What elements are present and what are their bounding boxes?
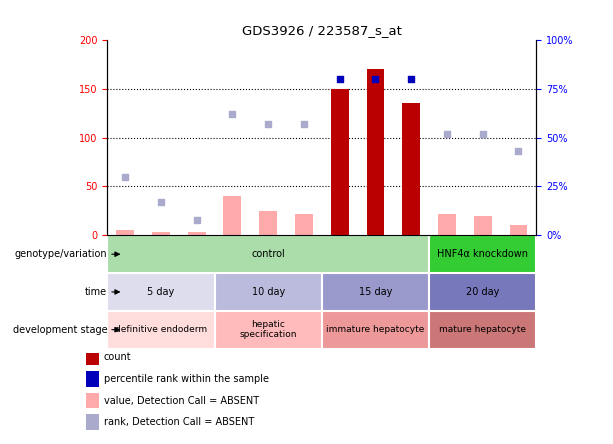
Point	[156, 198, 166, 206]
Text: percentile rank within the sample: percentile rank within the sample	[104, 374, 268, 384]
Bar	[331, 89, 349, 235]
Bar	[322, 273, 429, 311]
Bar	[86, 393, 99, 408]
Text: 20 day: 20 day	[466, 287, 500, 297]
Point	[406, 75, 416, 83]
Point	[227, 111, 237, 118]
Bar	[86, 414, 99, 430]
Text: value, Detection Call = ABSENT: value, Detection Call = ABSENT	[104, 396, 259, 406]
Text: genotype/variation: genotype/variation	[15, 249, 107, 259]
Text: 15 day: 15 day	[359, 287, 392, 297]
Point	[370, 75, 380, 83]
Text: hepatic
specification: hepatic specification	[240, 320, 297, 339]
Point	[120, 173, 130, 180]
Point	[264, 120, 273, 127]
Text: control: control	[251, 249, 285, 259]
Point	[442, 130, 452, 137]
Point	[335, 75, 345, 83]
Bar	[107, 273, 215, 311]
Bar	[429, 311, 536, 349]
Point	[299, 120, 309, 127]
Bar	[152, 232, 170, 235]
Bar	[116, 230, 134, 235]
Text: 10 day: 10 day	[251, 287, 285, 297]
Bar	[367, 69, 384, 235]
Text: immature hepatocyte: immature hepatocyte	[326, 325, 425, 334]
Text: definitive endoderm: definitive endoderm	[115, 325, 207, 334]
Bar	[438, 214, 456, 235]
Bar	[322, 311, 429, 349]
Text: time: time	[85, 287, 107, 297]
Bar	[188, 232, 205, 235]
Point	[514, 148, 524, 155]
Bar	[224, 196, 242, 235]
Text: rank, Detection Call = ABSENT: rank, Detection Call = ABSENT	[104, 417, 254, 427]
Bar	[107, 235, 429, 273]
Bar	[86, 371, 99, 387]
Bar	[215, 273, 322, 311]
Bar	[295, 214, 313, 235]
Bar	[474, 216, 492, 235]
Text: mature hepatocyte: mature hepatocyte	[440, 325, 526, 334]
Text: count: count	[104, 352, 131, 362]
Bar	[509, 225, 527, 235]
Bar	[107, 311, 215, 349]
Text: development stage: development stage	[13, 325, 107, 335]
Bar	[429, 235, 536, 273]
Text: HNF4α knockdown: HNF4α knockdown	[437, 249, 528, 259]
Bar	[259, 211, 277, 235]
Point	[478, 130, 488, 137]
Bar	[402, 103, 420, 235]
Bar	[429, 273, 536, 311]
Bar	[86, 349, 99, 365]
Text: 5 day: 5 day	[147, 287, 175, 297]
Title: GDS3926 / 223587_s_at: GDS3926 / 223587_s_at	[242, 24, 402, 37]
Point	[192, 216, 202, 223]
Bar	[215, 311, 322, 349]
